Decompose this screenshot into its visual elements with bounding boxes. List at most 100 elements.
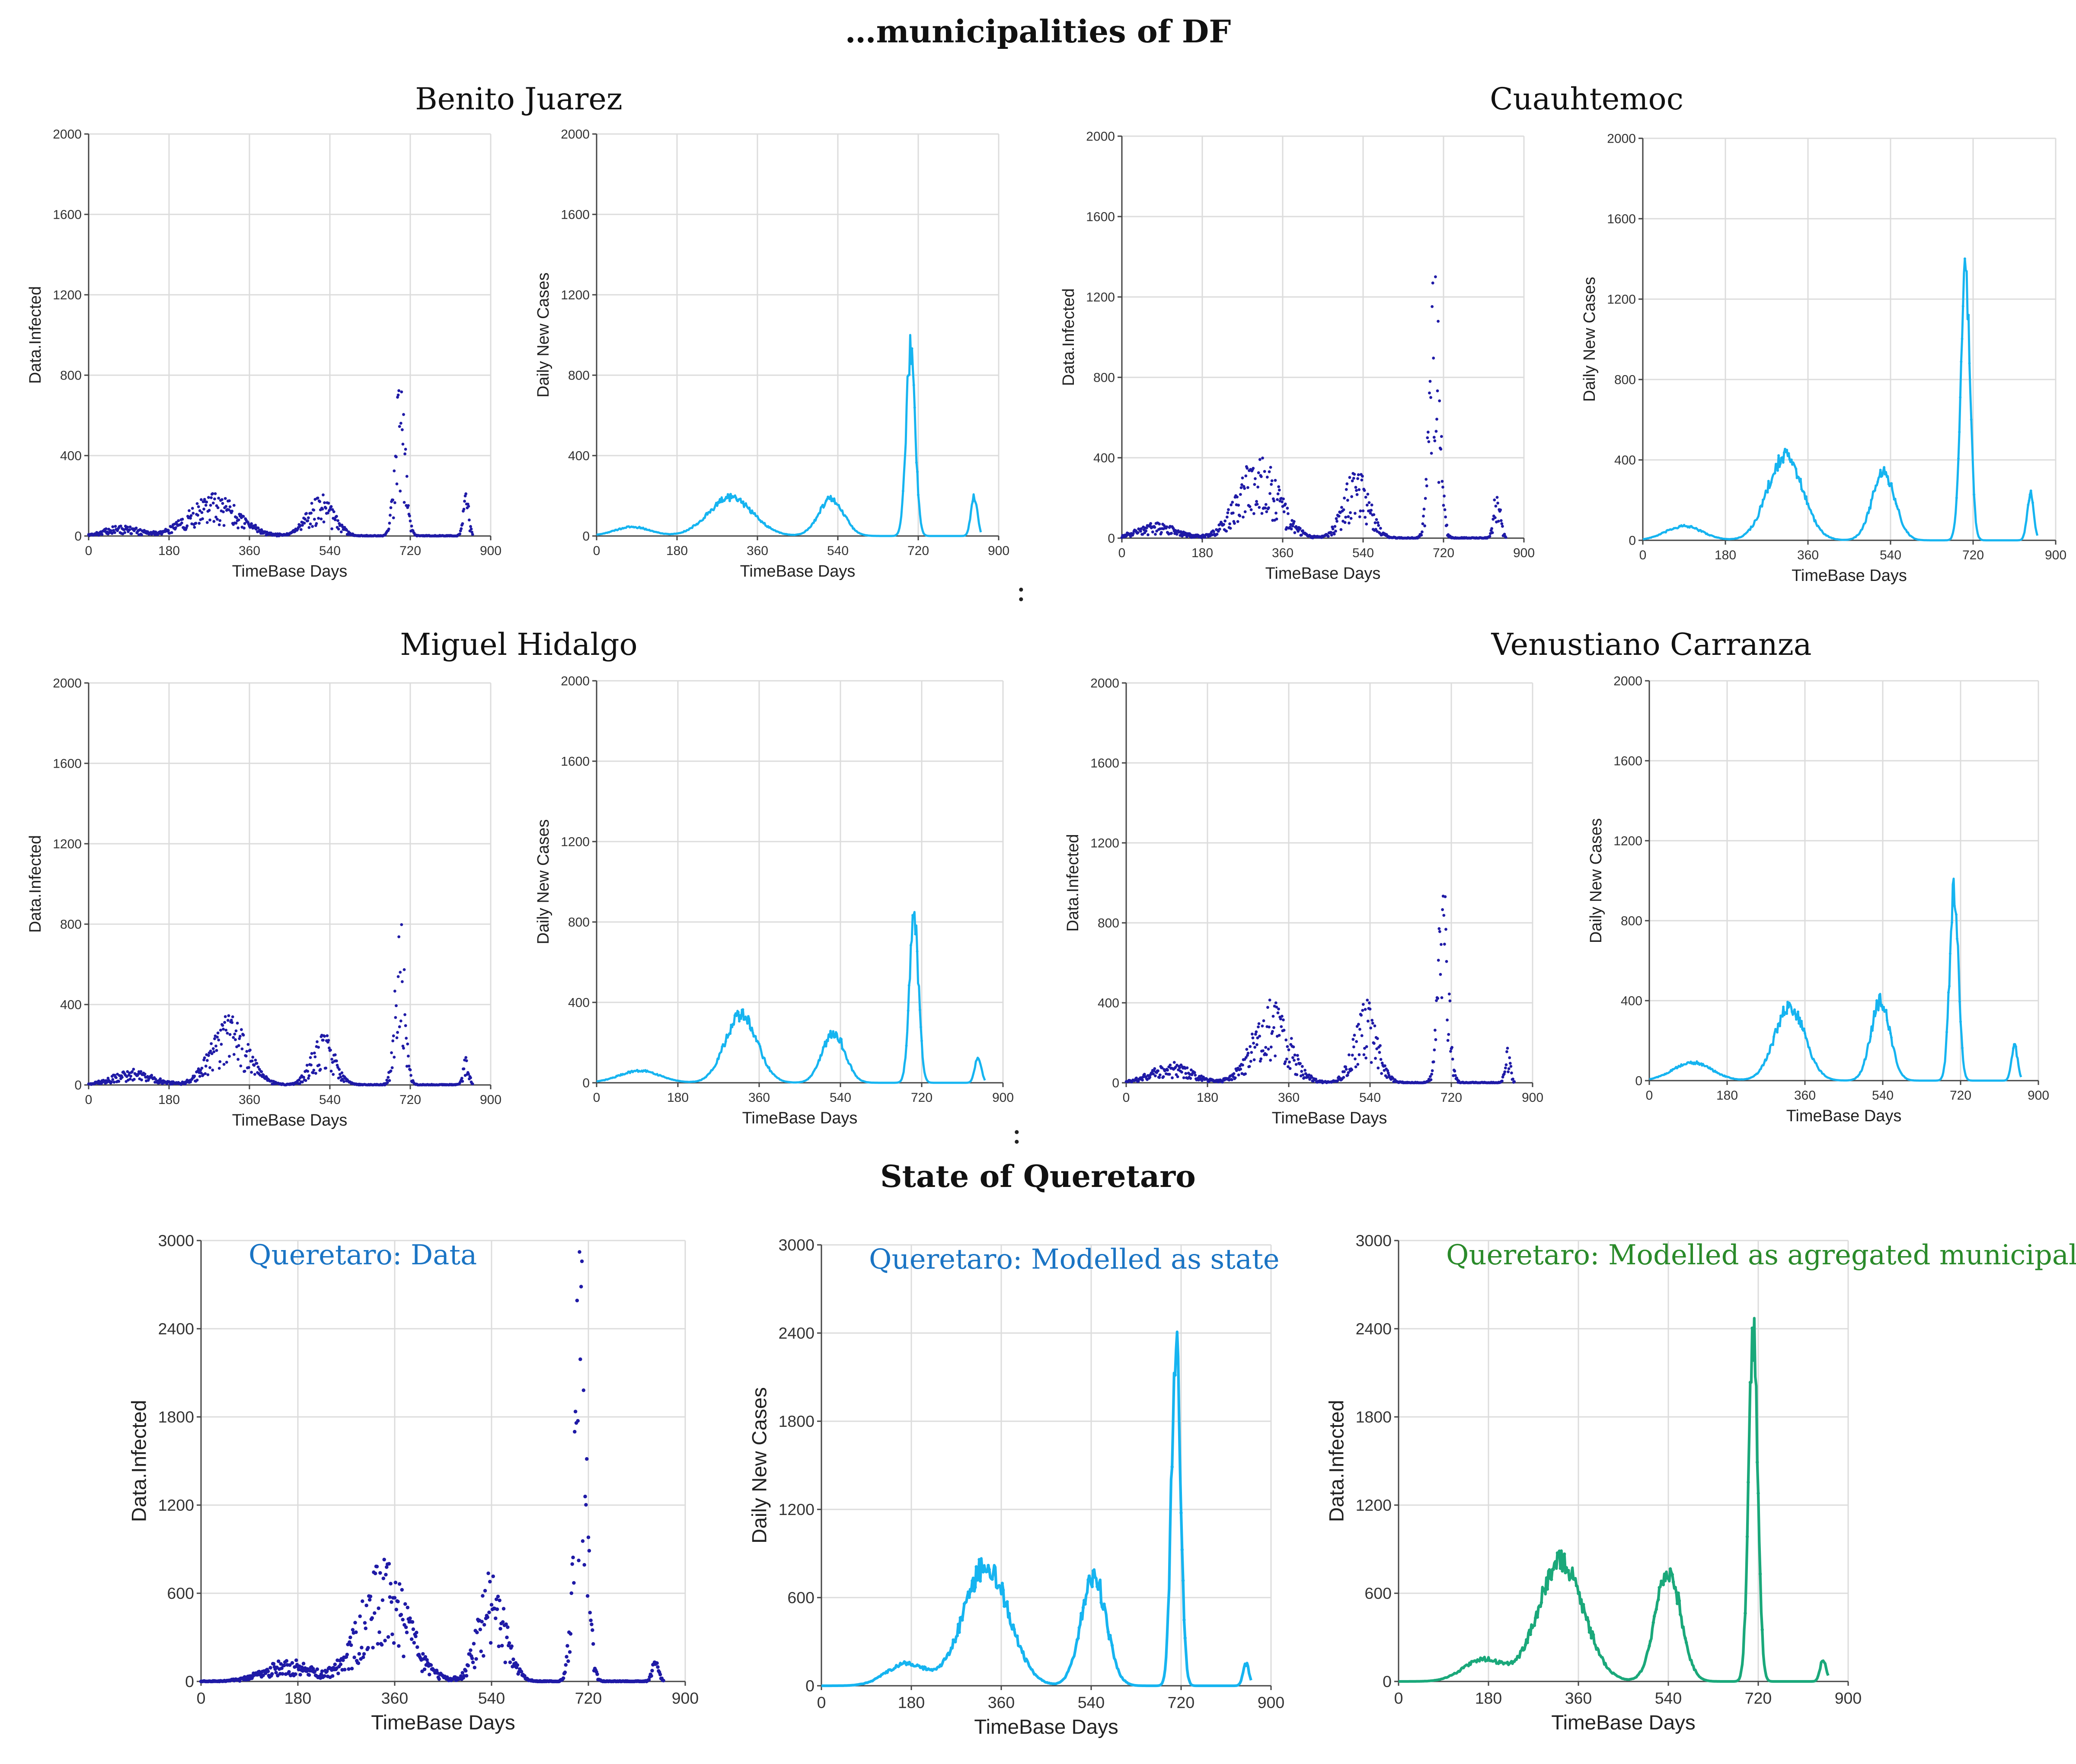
data-point bbox=[1266, 1006, 1269, 1009]
data-point bbox=[180, 521, 183, 525]
data-point bbox=[1149, 522, 1153, 525]
data-point bbox=[1369, 511, 1372, 515]
y-tick-label: 800 bbox=[1093, 371, 1115, 385]
y-tick-label: 2000 bbox=[561, 128, 590, 142]
data-point bbox=[399, 970, 402, 974]
data-point bbox=[566, 1659, 570, 1663]
data-point bbox=[211, 1047, 215, 1050]
data-point bbox=[364, 1626, 368, 1630]
data-point bbox=[306, 519, 310, 523]
data-point bbox=[324, 507, 328, 510]
data-point bbox=[464, 1674, 469, 1678]
data-point bbox=[1169, 1063, 1172, 1067]
data-point bbox=[218, 519, 222, 522]
data-point bbox=[401, 428, 404, 431]
x-tick-label: 360 bbox=[381, 1689, 409, 1707]
data-point bbox=[1284, 1060, 1287, 1063]
series-data bbox=[199, 1250, 665, 1684]
data-point bbox=[297, 1078, 301, 1081]
data-point bbox=[1230, 503, 1233, 507]
data-point bbox=[1248, 505, 1252, 508]
data-point bbox=[508, 1660, 512, 1664]
data-point bbox=[1345, 1068, 1348, 1071]
data-point bbox=[1343, 521, 1347, 524]
data-point bbox=[393, 989, 396, 993]
data-point bbox=[1379, 1058, 1383, 1061]
data-point bbox=[464, 492, 468, 495]
data-point bbox=[364, 1603, 368, 1608]
title-cuauhtemoc: Cuauhtemoc bbox=[1490, 81, 1683, 117]
data-point bbox=[307, 1074, 311, 1078]
data-point bbox=[496, 1595, 500, 1598]
data-point bbox=[656, 1665, 660, 1669]
data-point bbox=[393, 1056, 396, 1059]
data-point bbox=[347, 1667, 351, 1671]
data-point bbox=[467, 504, 470, 508]
data-point bbox=[112, 1081, 116, 1084]
data-point bbox=[150, 1074, 153, 1077]
data-point bbox=[1277, 485, 1281, 488]
data-point bbox=[1366, 1019, 1370, 1023]
data-point bbox=[1145, 526, 1148, 530]
y-tick-label: 0 bbox=[185, 1672, 194, 1691]
data-point bbox=[339, 1662, 343, 1666]
x-tick-label: 360 bbox=[1272, 546, 1294, 560]
data-point bbox=[1193, 1071, 1196, 1074]
data-point bbox=[386, 1076, 390, 1079]
data-point bbox=[217, 1067, 221, 1070]
data-point bbox=[159, 1077, 162, 1081]
data-point bbox=[1490, 527, 1493, 530]
data-point bbox=[397, 389, 401, 392]
data-point bbox=[331, 1674, 335, 1678]
data-point bbox=[1136, 531, 1140, 534]
data-point bbox=[501, 1607, 506, 1611]
data-point bbox=[1330, 533, 1333, 537]
x-tick-label: 900 bbox=[480, 544, 501, 558]
x-axis-label: TimeBase Days bbox=[740, 562, 856, 581]
y-tick-label: 400 bbox=[1098, 996, 1119, 1011]
data-point bbox=[237, 1044, 240, 1047]
data-point bbox=[1293, 531, 1297, 534]
data-point bbox=[1342, 1076, 1345, 1079]
data-point bbox=[1354, 486, 1357, 489]
data-point bbox=[240, 1047, 244, 1051]
data-point bbox=[224, 1028, 228, 1032]
data-point bbox=[1368, 1008, 1372, 1011]
data-point bbox=[1358, 1027, 1361, 1031]
data-point bbox=[1141, 1078, 1144, 1081]
data-point bbox=[1185, 1066, 1189, 1069]
x-tick-label: 900 bbox=[1522, 1091, 1543, 1105]
data-point bbox=[1288, 1060, 1291, 1064]
data-point bbox=[483, 1589, 487, 1593]
data-point bbox=[222, 1062, 226, 1066]
data-point bbox=[360, 1646, 364, 1649]
y-tick-label: 1600 bbox=[53, 208, 82, 222]
data-point bbox=[227, 1014, 230, 1018]
data-point bbox=[371, 1646, 375, 1650]
data-point bbox=[1429, 1075, 1432, 1078]
y-tick-label: 800 bbox=[1098, 916, 1119, 931]
data-point bbox=[1154, 533, 1157, 536]
data-point bbox=[323, 501, 326, 504]
data-point bbox=[390, 1600, 393, 1604]
data-point bbox=[154, 1078, 157, 1081]
data-point bbox=[467, 1072, 470, 1076]
y-axis-label: Data.Infected bbox=[1064, 834, 1082, 931]
data-point bbox=[1364, 1008, 1367, 1011]
data-point bbox=[1251, 1032, 1254, 1036]
data-point bbox=[473, 1665, 477, 1670]
data-point bbox=[393, 1580, 398, 1585]
x-tick-label: 720 bbox=[907, 544, 929, 558]
data-point bbox=[332, 510, 335, 514]
data-point bbox=[396, 1599, 400, 1604]
data-point bbox=[234, 1029, 238, 1033]
data-point bbox=[515, 1663, 519, 1667]
data-point bbox=[274, 1671, 278, 1675]
data-point bbox=[266, 1669, 270, 1673]
x-axis-label: TimeBase Days bbox=[371, 1711, 515, 1734]
x-tick-label: 900 bbox=[672, 1689, 699, 1707]
data-point bbox=[1290, 527, 1293, 531]
data-point bbox=[409, 1074, 412, 1077]
data-point bbox=[1242, 515, 1245, 519]
data-point bbox=[1139, 530, 1142, 533]
